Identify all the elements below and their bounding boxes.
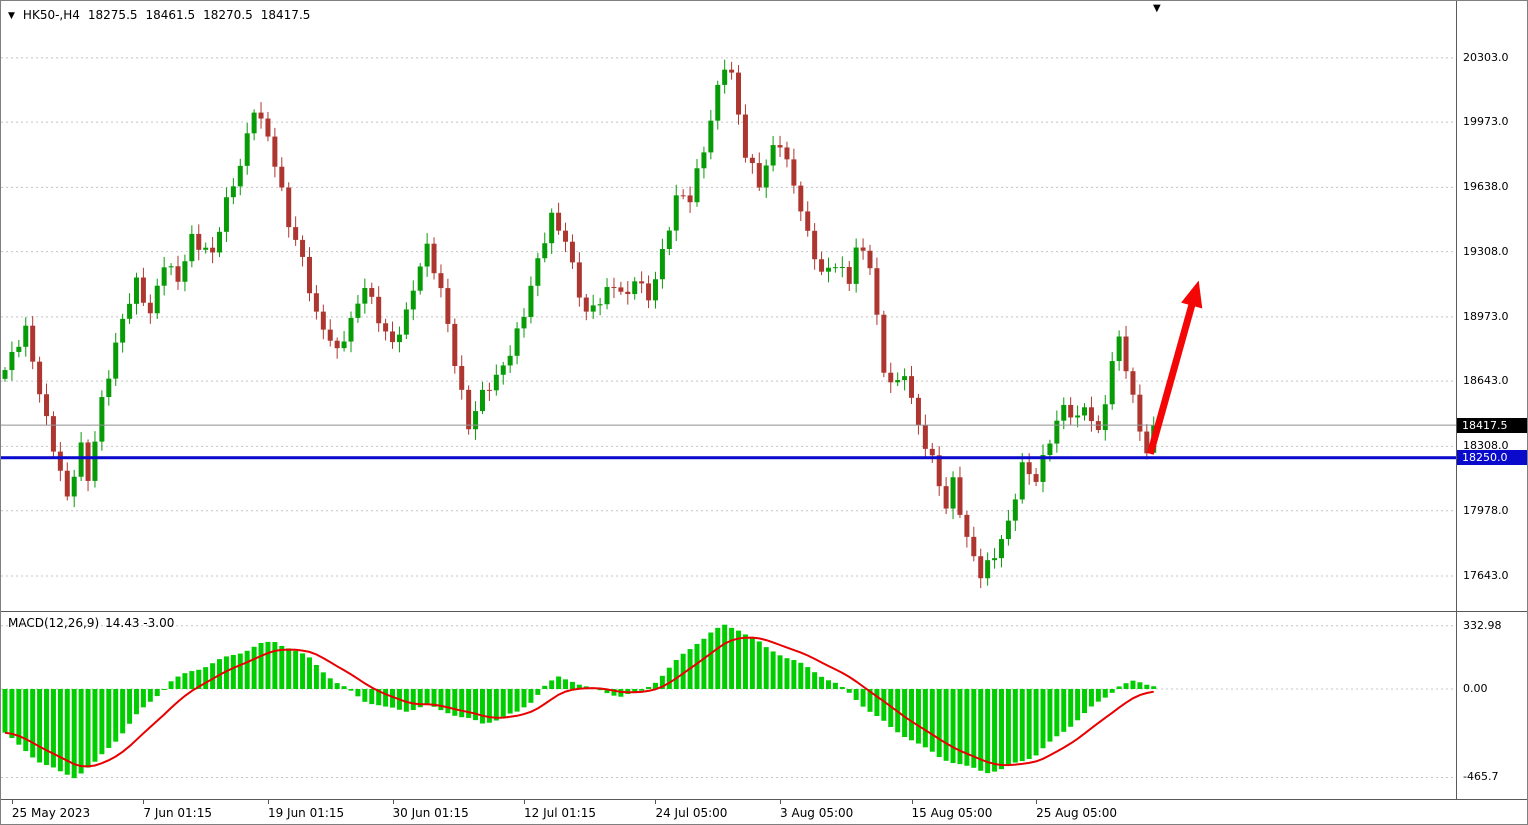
time-axis-label: 19 Jun 01:15 — [267, 806, 345, 820]
price-axis[interactable]: 20303.0 19973.0 19638.0 19308.0 18973.0 18643… — [1457, 1, 1527, 799]
macd-histogram-layer — [2, 624, 1157, 779]
time-axis-label: 25 Aug 05:00 — [1036, 806, 1117, 820]
time-axis-tick — [11, 800, 13, 804]
chart-info-bar: ▼ HK50-,H4 18275.5 18461.5 18270.5 18417.5 — [8, 8, 318, 22]
trend-arrow[interactable] — [1146, 280, 1203, 455]
price-axis-label: 17978.0 — [1463, 503, 1509, 517]
time-axis-label: 30 Jun 01:15 — [392, 806, 469, 820]
price-axis-label: 20303.0 — [1463, 50, 1509, 64]
time-axis-tick — [524, 800, 525, 804]
price-axis-label: 18643.0 — [1463, 374, 1509, 388]
panel-separator[interactable] — [1, 611, 1527, 612]
price-axis-label: 18308.0 — [1463, 439, 1509, 453]
time-axis-tick — [655, 800, 657, 804]
price-axis-label: 19973.0 — [1463, 115, 1509, 129]
time-axis-label: 15 Aug 05:00 — [911, 806, 993, 820]
time-axis-separator — [1, 799, 1527, 800]
time-axis-tick — [267, 800, 269, 804]
macd-name-label: MACD(12,26,9) — [8, 616, 100, 630]
macd-indicator-label: MACD(12,26,9) 14.43 -3.00 — [8, 616, 180, 630]
macd-axis[interactable]: 332.98 0.00 -465.7 — [1457, 1, 1527, 799]
time-axis-tick — [911, 800, 913, 804]
bar-close-value: 18417.5 — [260, 8, 311, 22]
time-axis-tick — [780, 800, 782, 804]
chart-shift-marker-icon[interactable]: ▼ — [1153, 3, 1161, 14]
macd-axis-label: 0.00 — [1463, 681, 1488, 695]
symbol-dropdown-icon[interactable]: ▼ — [8, 11, 15, 21]
macd-axis-label: -465.7 — [1463, 770, 1499, 784]
level-price-badge: 18250.0 — [1457, 450, 1527, 466]
bar-low-value: 18270.5 — [203, 8, 253, 22]
time-axis-label: 24 Jul 05:00 — [655, 806, 728, 820]
bar-open-value: 18275.5 — [87, 8, 138, 22]
candles-layer — [2, 59, 1157, 589]
time-axis-label: 7 Jun 01:15 — [143, 806, 212, 820]
macd-signal-line — [4, 636, 1154, 768]
time-axis[interactable]: 25 May 2023 7 Jun 01:15 19 Jun 01:15 30 Jun… — [1, 800, 1527, 824]
symbol-timeframe-label: HK50-,H4 — [22, 8, 80, 22]
time-axis-tick — [392, 800, 394, 804]
time-axis-tick — [143, 800, 145, 804]
price-axis-label: 18973.0 — [1463, 309, 1509, 323]
support-level-line[interactable] — [1, 456, 1456, 460]
price-axis-separator — [1456, 1, 1457, 799]
time-axis-tick — [1036, 800, 1038, 804]
price-axis-label: 19308.0 — [1463, 244, 1509, 258]
time-axis-label: 12 Jul 01:15 — [524, 806, 596, 820]
time-axis-label: 25 May 2023 — [11, 806, 91, 820]
bar-high-value: 18461.5 — [145, 8, 196, 22]
current-price-badge: 18417.5 — [1457, 417, 1527, 433]
price-axis-label: 19638.0 — [1463, 180, 1509, 194]
macd-axis-label: 332.98 — [1463, 618, 1502, 632]
price-axis-label: 17643.0 — [1463, 568, 1509, 582]
macd-values-label: 14.43 -3.00 — [105, 616, 175, 630]
time-axis-label: 3 Aug 05:00 — [780, 806, 854, 820]
